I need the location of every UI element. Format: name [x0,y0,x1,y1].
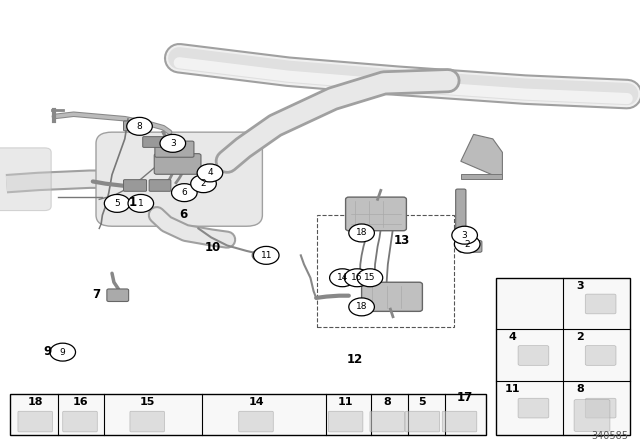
Text: 6: 6 [182,188,187,197]
Text: 8: 8 [137,122,142,131]
Circle shape [454,235,480,253]
FancyBboxPatch shape [0,148,51,211]
FancyBboxPatch shape [154,154,201,174]
Text: 6: 6 [180,207,188,221]
Circle shape [127,117,152,135]
Circle shape [50,343,76,361]
FancyBboxPatch shape [518,398,549,418]
Text: 10: 10 [205,241,221,254]
Circle shape [344,269,370,287]
FancyBboxPatch shape [63,411,97,432]
Circle shape [349,224,374,242]
Text: 15: 15 [364,273,376,282]
FancyBboxPatch shape [96,132,262,226]
Text: 11: 11 [505,384,520,394]
Bar [461,174,502,179]
Circle shape [357,269,383,287]
Polygon shape [461,134,502,179]
Text: 8: 8 [383,397,391,407]
Text: 17: 17 [456,391,473,405]
FancyBboxPatch shape [405,411,440,432]
Text: 16: 16 [72,397,88,407]
Circle shape [160,134,186,152]
Text: 2: 2 [201,179,206,188]
Text: 5: 5 [419,397,426,407]
FancyBboxPatch shape [18,411,52,432]
Circle shape [172,184,197,202]
Circle shape [253,246,279,264]
FancyBboxPatch shape [585,294,616,314]
FancyBboxPatch shape [107,289,129,302]
Circle shape [252,249,270,262]
Text: 9: 9 [60,348,65,357]
Text: 8: 8 [576,384,584,394]
Text: 14: 14 [248,397,264,407]
Text: 4: 4 [207,168,212,177]
FancyBboxPatch shape [328,411,363,432]
FancyBboxPatch shape [585,398,616,418]
Text: 11: 11 [338,397,353,407]
Text: 18: 18 [356,302,367,311]
FancyBboxPatch shape [370,411,404,432]
FancyBboxPatch shape [518,346,549,366]
FancyBboxPatch shape [130,411,164,432]
Bar [496,278,630,435]
FancyBboxPatch shape [442,411,477,432]
Text: 15: 15 [140,397,155,407]
Text: 4: 4 [509,332,516,342]
Circle shape [349,298,374,316]
Text: 14: 14 [337,273,348,282]
Text: 11: 11 [260,251,272,260]
FancyBboxPatch shape [149,180,171,191]
Circle shape [128,194,154,212]
FancyBboxPatch shape [459,241,482,252]
Text: 7: 7 [92,288,100,302]
FancyBboxPatch shape [574,400,610,431]
FancyBboxPatch shape [362,282,422,311]
Text: 13: 13 [394,234,410,247]
Circle shape [197,164,223,182]
Text: 2: 2 [576,332,584,342]
Text: 1: 1 [138,199,143,208]
Text: 3: 3 [170,139,175,148]
Bar [10,394,486,435]
Text: 1: 1 [129,196,136,209]
FancyBboxPatch shape [585,346,616,366]
Circle shape [452,226,477,244]
Text: 5: 5 [115,199,120,208]
FancyBboxPatch shape [346,197,406,231]
FancyBboxPatch shape [143,137,171,147]
Text: 12: 12 [346,353,363,366]
Circle shape [104,194,130,212]
FancyBboxPatch shape [124,180,147,191]
Bar [317,215,454,327]
Text: 2: 2 [465,240,470,249]
FancyBboxPatch shape [155,141,194,157]
Circle shape [330,269,355,287]
Text: 3: 3 [576,281,584,291]
FancyBboxPatch shape [239,411,273,432]
FancyBboxPatch shape [456,189,466,246]
Text: 18: 18 [28,397,43,407]
FancyBboxPatch shape [124,121,148,131]
Text: 3: 3 [462,231,467,240]
Circle shape [191,175,216,193]
Text: 18: 18 [356,228,367,237]
Text: 9: 9 [44,345,52,358]
Text: 16: 16 [351,273,363,282]
Text: 340585: 340585 [591,431,628,441]
